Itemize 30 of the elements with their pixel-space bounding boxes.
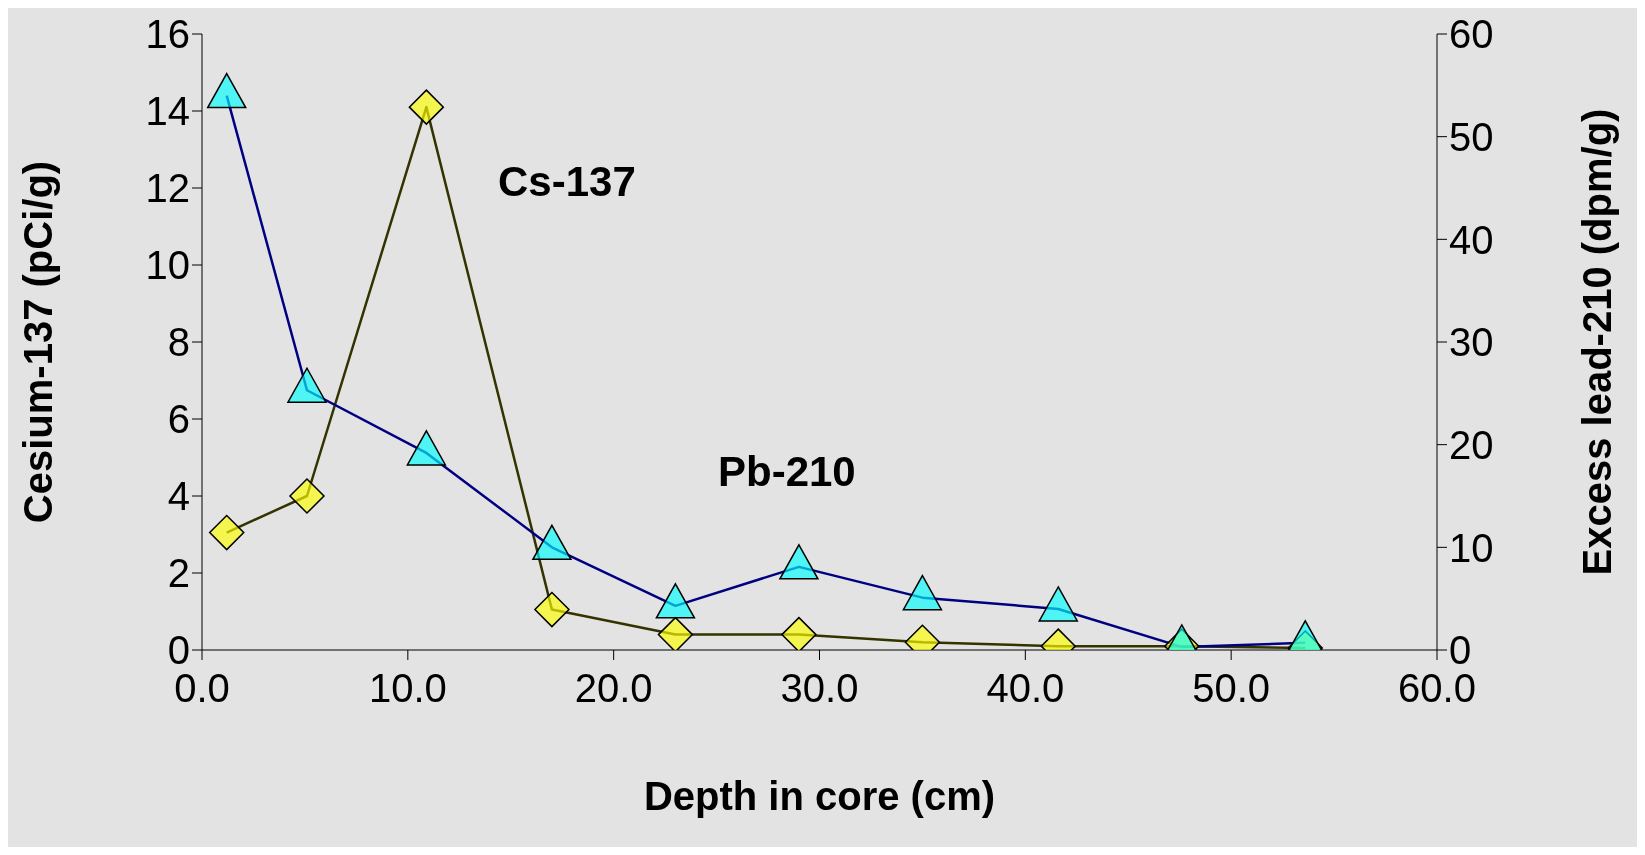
x-tick-label: 20.0 — [574, 666, 653, 711]
point — [408, 89, 445, 125]
y-tick-label: 6 — [167, 397, 190, 442]
y-tick-label: 16 — [145, 12, 190, 57]
x-tick-label: 50.0 — [1192, 666, 1271, 711]
y2-tick-label: 60 — [1449, 12, 1494, 57]
point — [781, 616, 817, 650]
y2-tick-label: 10 — [1449, 525, 1494, 570]
series-label: Pb-210 — [718, 448, 856, 496]
x-axis-title: Depth in core (cm) — [643, 774, 996, 818]
x-tick-label: 30.0 — [780, 666, 859, 711]
y2-tick-label: 40 — [1449, 217, 1494, 262]
y2-tick-label: 50 — [1449, 114, 1494, 159]
point — [208, 514, 245, 551]
y-axis-title: Cesium-137 (pCi/g) — [16, 160, 61, 524]
y-tick-label: 8 — [167, 320, 190, 365]
point — [289, 478, 325, 514]
y2-tick-label: 30 — [1449, 320, 1494, 365]
y-tick-label: 2 — [167, 551, 190, 596]
y-tick-label: 14 — [145, 89, 190, 134]
point — [534, 591, 570, 628]
y-tick-label: 10 — [145, 243, 190, 288]
point — [657, 616, 694, 650]
x-tick-label: 10.0 — [368, 666, 447, 711]
y2-tick-label: 20 — [1449, 422, 1494, 467]
x-tick-label: 40.0 — [986, 666, 1065, 711]
series-label: Cs-137 — [498, 158, 636, 206]
y2-axis-title: Excess lead-210 (dpm/g) — [1575, 108, 1620, 576]
y-tick-label: 4 — [167, 474, 190, 519]
y-tick-label: 12 — [145, 166, 190, 211]
